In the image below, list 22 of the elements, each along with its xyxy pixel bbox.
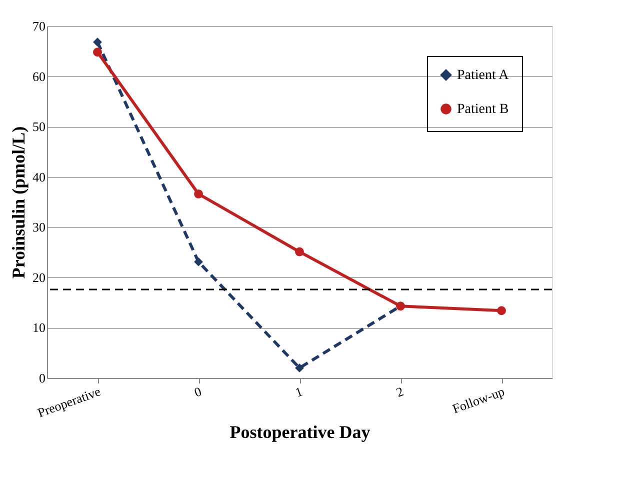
y-tick-label: 60 xyxy=(32,68,46,84)
y-tick-label: 50 xyxy=(32,119,46,134)
x-tick-label: 2 xyxy=(394,384,406,400)
point xyxy=(295,363,304,372)
point xyxy=(194,257,203,266)
y-tick-label: 10 xyxy=(32,320,46,336)
y-tick-label: 40 xyxy=(32,169,46,184)
point xyxy=(93,48,102,57)
point xyxy=(194,189,203,198)
x-tick-label: 0 xyxy=(192,384,204,400)
point xyxy=(497,306,506,316)
y-tick-label: 70 xyxy=(32,18,46,34)
y-tick-label: 20 xyxy=(32,270,46,285)
point xyxy=(295,247,304,256)
y-tick-label: 0 xyxy=(39,370,46,386)
y-axis-title: Proinsulin (pmol/L) xyxy=(8,126,28,279)
x-tick-label: 1 xyxy=(293,384,304,400)
y-tick-label: 30 xyxy=(32,220,46,235)
x-axis-title: Postoperative Day xyxy=(230,422,370,442)
legend-label: Patient A xyxy=(457,68,510,83)
legend-label: Patient B xyxy=(457,102,509,117)
point xyxy=(93,38,102,47)
